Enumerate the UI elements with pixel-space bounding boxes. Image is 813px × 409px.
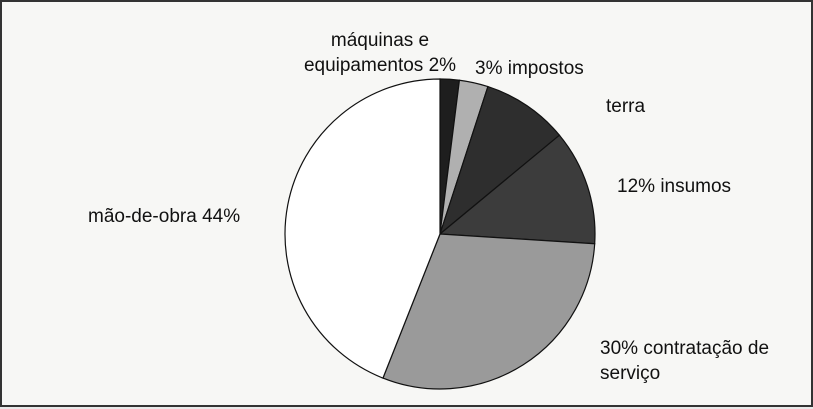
pie-slice	[438, 134, 596, 245]
value-label: 44%	[202, 206, 241, 227]
pie-slice	[382, 233, 596, 390]
category-label: contratação de serviço	[600, 338, 770, 384]
slice-label: terra	[606, 94, 726, 119]
slice-label: mão-de-obra 44%	[88, 204, 288, 229]
value-label: 12%	[617, 176, 656, 197]
value-label: 2%	[428, 55, 457, 76]
value-label: 30%	[600, 338, 639, 359]
slice-label: máquinas e equipamentos 2%	[285, 28, 475, 78]
category-label: insumos	[660, 176, 732, 197]
slice-label: 12% insumos	[617, 174, 777, 199]
pie-slice	[284, 78, 441, 379]
category-label: impostos	[507, 58, 584, 79]
pie-slice	[438, 85, 561, 236]
slice-label: 30% contratação de serviço	[600, 336, 775, 386]
category-label: terra	[606, 96, 646, 117]
category-label: mão-de-obra	[88, 206, 197, 227]
value-label: 3%	[475, 58, 503, 79]
slice-label: 3% impostos	[475, 56, 625, 81]
category-label: máquinas e equipamentos	[303, 30, 430, 76]
